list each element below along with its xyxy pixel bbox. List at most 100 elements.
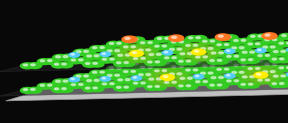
Circle shape [117, 62, 121, 64]
Circle shape [248, 34, 262, 40]
Circle shape [169, 35, 184, 41]
Circle shape [148, 66, 152, 68]
Circle shape [253, 42, 266, 48]
Circle shape [208, 75, 223, 82]
Circle shape [248, 59, 262, 65]
Circle shape [186, 36, 199, 42]
Circle shape [60, 79, 75, 85]
Circle shape [255, 78, 269, 84]
Circle shape [54, 88, 59, 90]
Circle shape [170, 73, 174, 75]
Circle shape [37, 83, 51, 89]
Circle shape [287, 42, 288, 44]
Circle shape [216, 75, 231, 82]
Circle shape [262, 33, 277, 39]
Circle shape [224, 59, 238, 65]
Circle shape [59, 87, 73, 92]
Circle shape [278, 74, 288, 80]
Circle shape [198, 46, 213, 53]
Circle shape [62, 63, 66, 65]
Circle shape [238, 63, 252, 69]
Circle shape [84, 75, 88, 77]
Circle shape [234, 55, 238, 57]
Circle shape [225, 49, 235, 54]
Circle shape [86, 87, 90, 89]
Circle shape [71, 59, 75, 61]
Circle shape [272, 83, 276, 85]
Circle shape [217, 60, 230, 65]
Circle shape [172, 81, 176, 83]
Circle shape [125, 54, 130, 56]
Circle shape [193, 36, 207, 41]
Circle shape [138, 41, 151, 46]
Circle shape [20, 87, 34, 93]
Circle shape [263, 71, 268, 73]
Circle shape [257, 73, 261, 75]
Circle shape [217, 59, 222, 61]
Circle shape [54, 63, 59, 65]
Circle shape [279, 42, 283, 44]
Circle shape [176, 84, 190, 90]
Circle shape [79, 59, 83, 61]
Circle shape [179, 85, 183, 87]
Circle shape [227, 61, 231, 62]
Circle shape [216, 51, 231, 57]
Circle shape [227, 75, 230, 76]
Circle shape [203, 65, 207, 67]
Circle shape [63, 80, 68, 82]
Circle shape [203, 40, 207, 42]
Circle shape [251, 35, 255, 37]
Circle shape [121, 47, 151, 60]
Circle shape [145, 85, 159, 90]
Circle shape [146, 49, 151, 51]
Circle shape [241, 59, 245, 61]
Circle shape [200, 64, 214, 70]
Circle shape [249, 59, 253, 61]
Circle shape [139, 49, 143, 51]
Circle shape [217, 44, 221, 46]
Circle shape [91, 54, 106, 60]
Circle shape [155, 36, 168, 42]
Circle shape [234, 80, 238, 82]
Circle shape [210, 65, 215, 67]
Circle shape [91, 78, 106, 85]
Circle shape [71, 54, 74, 55]
Circle shape [238, 38, 252, 44]
Circle shape [117, 86, 121, 88]
Circle shape [273, 51, 278, 53]
Circle shape [284, 66, 288, 71]
Circle shape [217, 68, 221, 70]
Circle shape [166, 47, 181, 54]
Circle shape [162, 45, 166, 47]
Circle shape [100, 82, 113, 88]
Circle shape [277, 81, 288, 87]
Circle shape [152, 69, 166, 75]
Circle shape [117, 67, 121, 69]
Circle shape [193, 44, 198, 46]
Circle shape [193, 60, 207, 66]
Circle shape [177, 52, 192, 58]
Circle shape [265, 34, 270, 36]
Circle shape [238, 58, 252, 64]
Circle shape [170, 48, 174, 50]
Circle shape [186, 45, 190, 46]
Circle shape [250, 76, 255, 78]
Circle shape [87, 55, 92, 57]
Circle shape [186, 69, 190, 71]
Circle shape [90, 86, 104, 92]
Circle shape [125, 37, 130, 39]
Circle shape [241, 67, 280, 83]
Circle shape [287, 72, 288, 77]
Circle shape [280, 83, 284, 85]
Circle shape [90, 61, 104, 67]
Circle shape [62, 88, 66, 90]
Circle shape [196, 56, 200, 58]
Circle shape [107, 82, 121, 87]
Circle shape [155, 70, 159, 72]
Circle shape [232, 71, 236, 74]
Circle shape [162, 70, 166, 72]
Circle shape [248, 68, 252, 69]
Circle shape [149, 78, 154, 80]
Circle shape [222, 67, 235, 73]
Circle shape [255, 43, 260, 45]
